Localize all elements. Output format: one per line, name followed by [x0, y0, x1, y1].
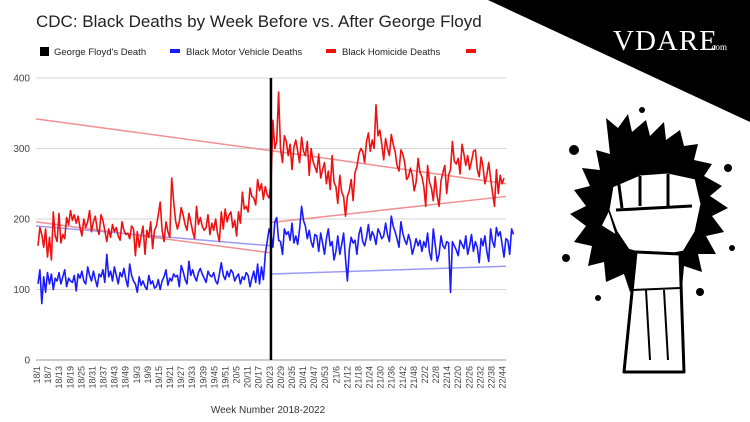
y-tick-label: 0 — [24, 356, 30, 367]
x-tick-label: 21/24 — [365, 366, 375, 389]
trend-line — [270, 195, 507, 224]
chart-title: CDC: Black Deaths by Week Before vs. Aft… — [36, 12, 482, 31]
x-tick-label: 18/37 — [99, 366, 109, 389]
x-tick-label: 18/31 — [87, 366, 97, 389]
y-tick-label: 100 — [13, 285, 30, 296]
x-tick-label: 22/2 — [420, 366, 430, 384]
x-tick-label: 20/11 — [243, 366, 253, 388]
x-tick-label: 19/33 — [187, 366, 197, 389]
x-tick-label: 22/14 — [442, 366, 452, 389]
legend-label-event: George Floyd's Death — [54, 47, 146, 58]
x-tick-label: 18/25 — [76, 366, 86, 389]
x-axis-label: Week Number 2018-2022 — [211, 405, 326, 416]
legend-marker-homicide — [326, 49, 336, 53]
x-tick-label: 21/18 — [353, 366, 363, 389]
trend-line — [35, 118, 272, 152]
x-tick-label: 18/19 — [65, 366, 75, 389]
x-tick-label: 20/29 — [276, 366, 286, 389]
x-tick-label: 21/12 — [342, 366, 352, 389]
x-tick-label: 19/3 — [132, 366, 142, 384]
x-tick-label: 19/39 — [198, 366, 208, 389]
legend-marker-event — [40, 47, 49, 56]
x-tick-label: 21/30 — [376, 366, 386, 389]
brand-corner-triangle — [488, 0, 750, 122]
x-axis-ticks: 18/1 18/7 18/13 18/19 18/25 18/31 18/37 18/43 18… — [32, 366, 508, 389]
x-tick-label: 18/49 — [121, 366, 131, 389]
x-tick-label: 19/15 — [154, 366, 164, 389]
legend-marker-extra — [466, 49, 476, 53]
x-tick-label: 22/8 — [431, 366, 441, 384]
x-tick-label: 19/27 — [176, 366, 186, 389]
x-tick-label: 19/51 — [220, 366, 230, 389]
x-tick-label: 21/36 — [387, 366, 397, 389]
legend-marker-motor-vehicle — [170, 49, 180, 53]
x-tick-label: 19/45 — [209, 366, 219, 389]
trend-line — [270, 265, 507, 275]
x-tick-label: 19/9 — [143, 366, 153, 384]
x-tick-label: 21/6 — [331, 366, 341, 384]
brand-domain: .com — [709, 42, 727, 52]
x-tick-label: 19/21 — [165, 366, 175, 389]
x-tick-label: 20/5 — [232, 366, 242, 384]
x-tick-label: 20/41 — [298, 366, 308, 389]
x-tick-label: 20/35 — [287, 366, 297, 389]
x-tick-label: 18/43 — [110, 366, 120, 389]
legend-label-homicide: Black Homicide Deaths — [342, 47, 440, 58]
x-tick-label: 20/47 — [309, 366, 319, 389]
series-line-black-motor-vehicle-deaths — [37, 205, 515, 305]
data-series — [37, 91, 515, 305]
legend-label-motor-vehicle: Black Motor Vehicle Deaths — [186, 47, 302, 58]
x-tick-label: 20/53 — [320, 366, 330, 389]
x-tick-label: 22/20 — [453, 366, 463, 389]
y-tick-label: 200 — [13, 215, 30, 226]
brand-logo: VDARE — [613, 25, 718, 57]
x-tick-label: 18/1 — [32, 366, 42, 384]
x-tick-label: 22/38 — [486, 366, 496, 389]
y-axis-ticks: 0 100 200 300 400 — [13, 74, 30, 367]
y-tick-label: 300 — [13, 144, 30, 155]
x-tick-label: 21/48 — [409, 366, 419, 389]
x-tick-label: 22/26 — [464, 366, 474, 389]
x-tick-label: 18/13 — [54, 366, 64, 389]
chart-legend: George Floyd's Death Black Motor Vehicle… — [40, 47, 476, 58]
y-tick-label: 400 — [13, 74, 30, 85]
raised-fist-icon — [562, 107, 735, 374]
x-tick-label: 20/17 — [254, 366, 264, 389]
x-tick-label: 21/42 — [398, 366, 408, 389]
x-tick-label: 22/32 — [475, 366, 485, 389]
x-tick-label: 22/44 — [498, 366, 508, 389]
x-tick-label: 18/7 — [43, 366, 53, 384]
x-tick-label: 20/23 — [265, 366, 275, 389]
